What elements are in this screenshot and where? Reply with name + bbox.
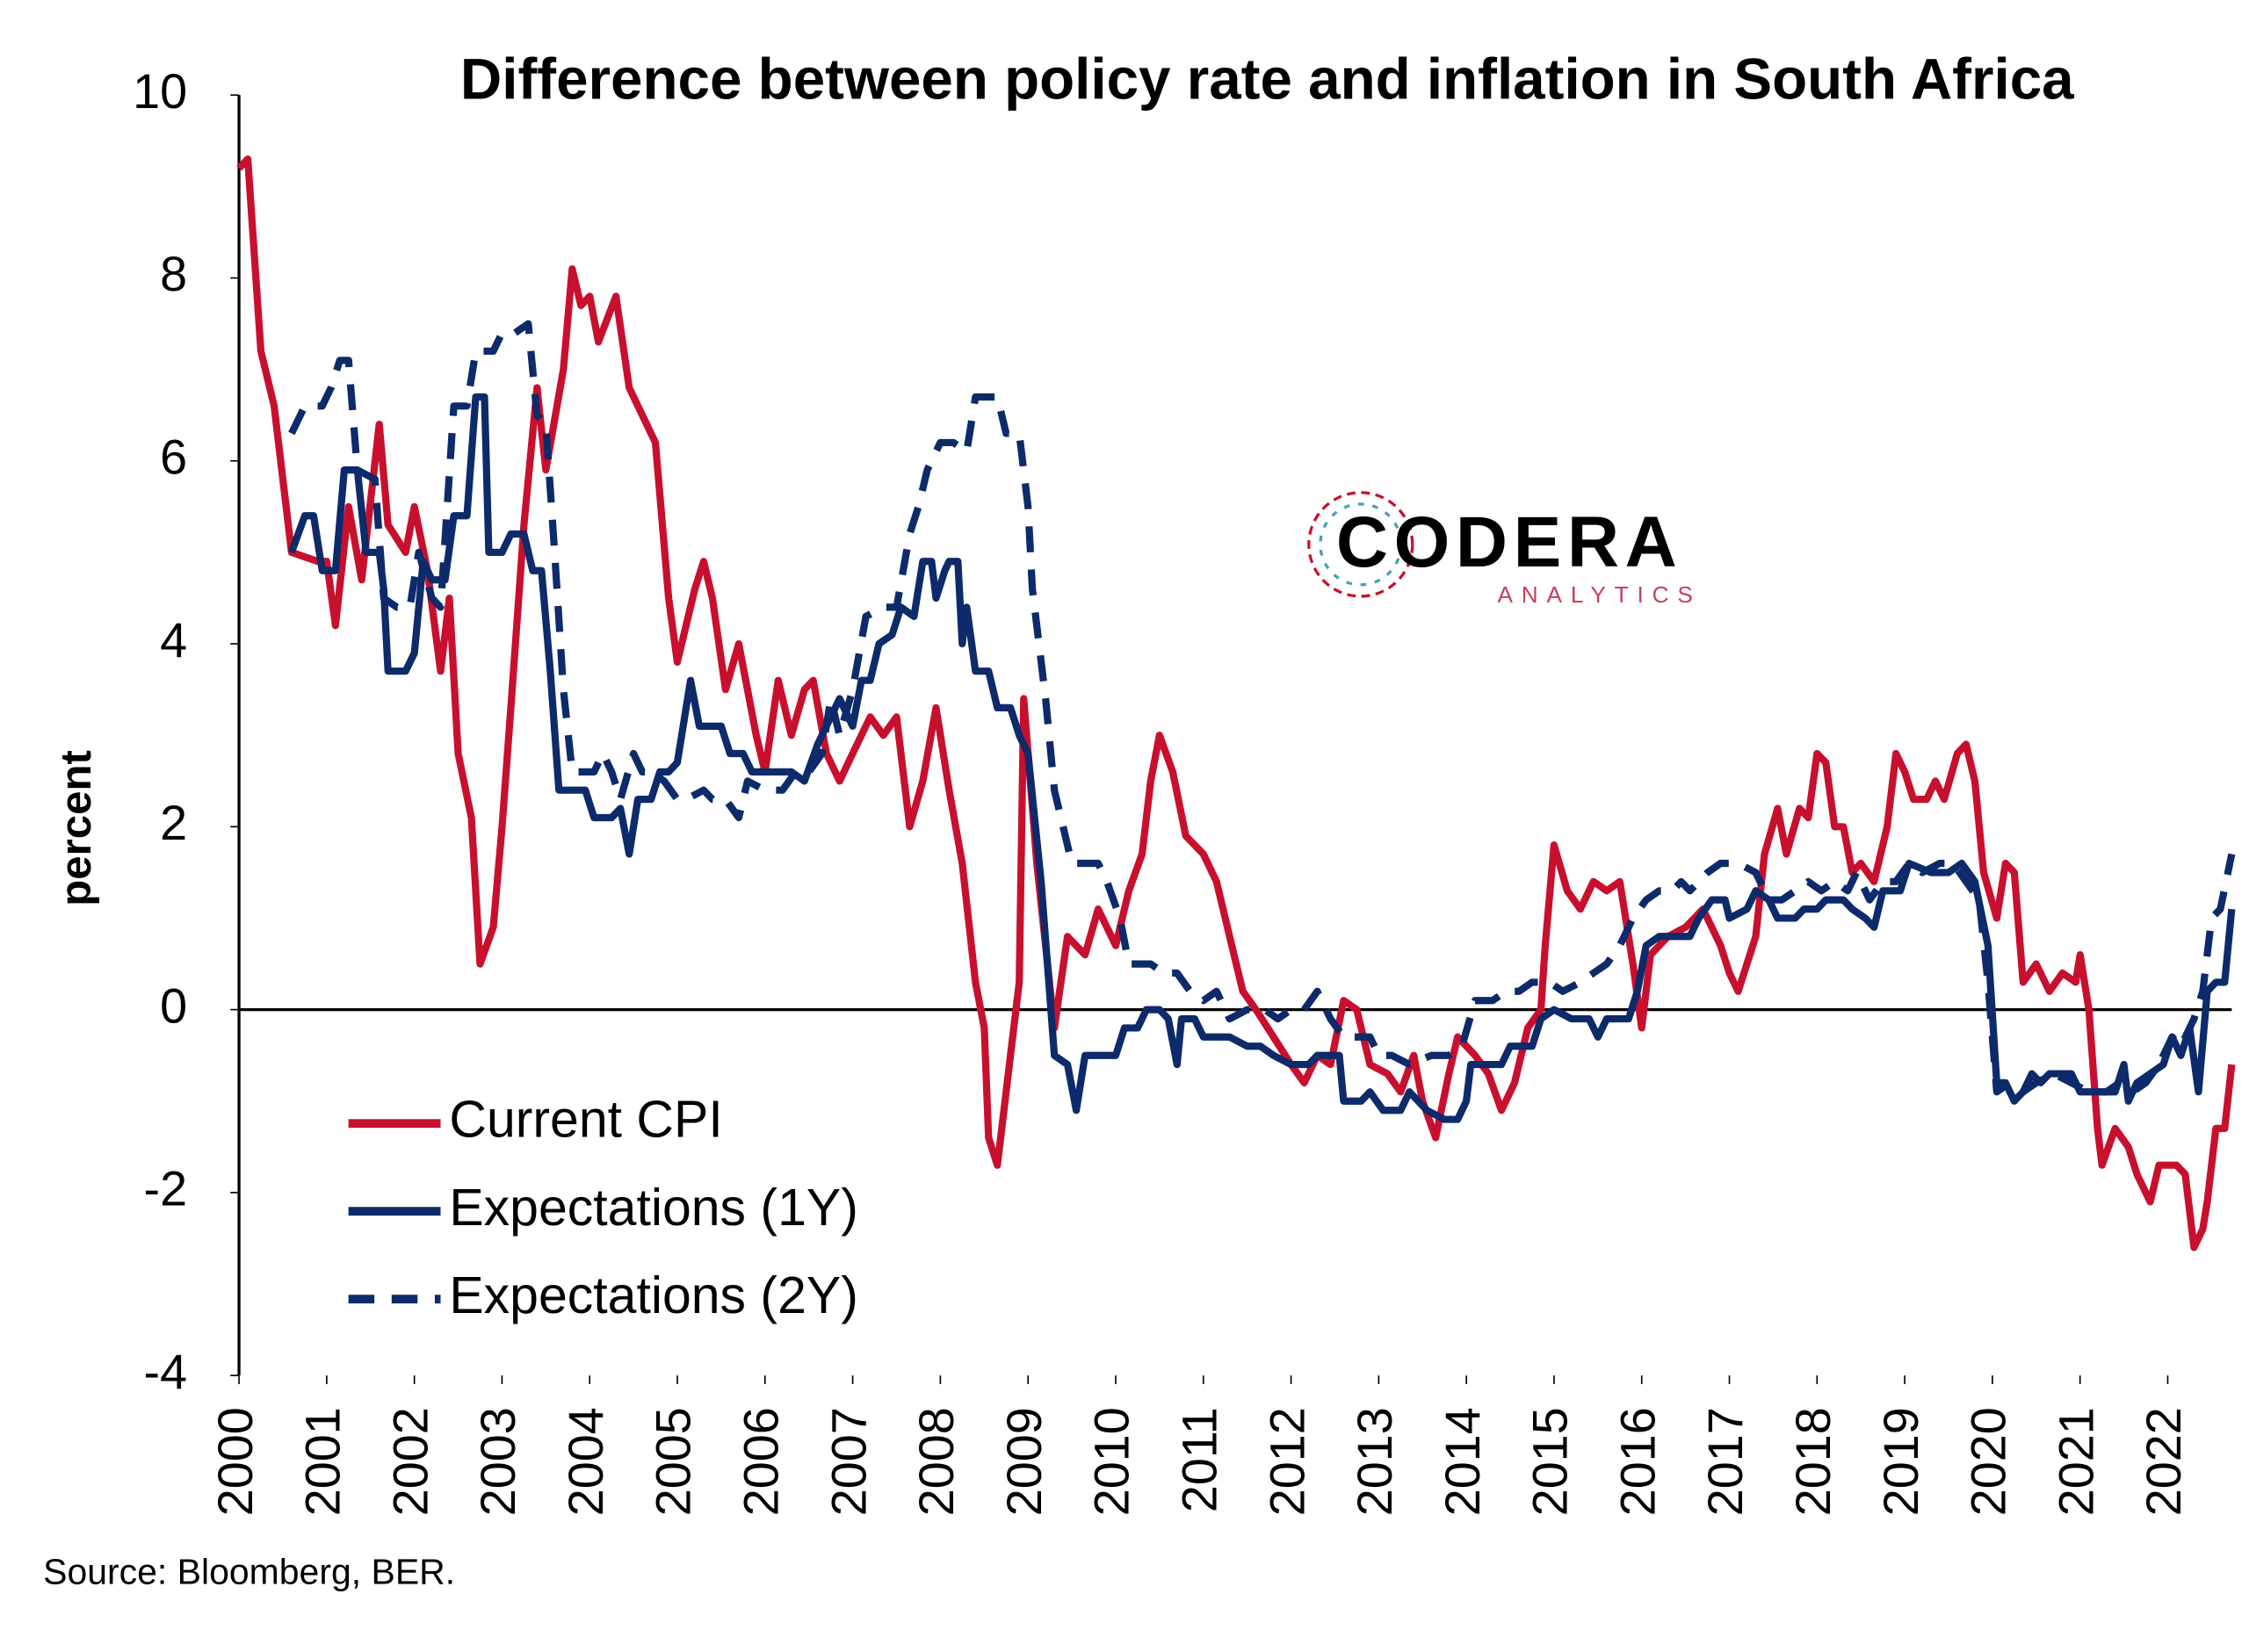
x-tick-label: 2006 xyxy=(734,1407,789,1516)
y-tick-label: 2 xyxy=(160,796,187,850)
x-tick-label: 2018 xyxy=(1786,1407,1840,1516)
x-tick-label: 2017 xyxy=(1698,1407,1753,1516)
source: Source: Bloomberg, BER. xyxy=(43,1551,455,1591)
logo: CODERA ANALYTICS xyxy=(1307,491,1701,608)
y-tick-label: 4 xyxy=(160,613,187,667)
series-line xyxy=(236,155,2236,1252)
legend-label: Expectations (1Y) xyxy=(449,1179,858,1237)
y-tick-label: 6 xyxy=(160,429,187,484)
logo-tagline: ANALYTICS xyxy=(1497,581,1701,608)
x-tick-label: 2019 xyxy=(1874,1407,1928,1516)
x-tick-label: 2002 xyxy=(383,1407,438,1516)
x-tick-label: 2000 xyxy=(208,1407,263,1516)
legend-label: Expectations (2Y) xyxy=(449,1266,858,1324)
x-tick-label: 2020 xyxy=(1962,1407,2016,1516)
chart-title: Difference between policy rate and infla… xyxy=(460,47,2074,111)
y-tick-label: 8 xyxy=(160,247,187,301)
x-tick-label: 2011 xyxy=(1173,1407,1227,1512)
legend-label: Current CPI xyxy=(449,1091,722,1149)
y-tick-label: 10 xyxy=(133,64,187,119)
x-tick-label: 2010 xyxy=(1085,1407,1139,1516)
x-tick-label: 2007 xyxy=(821,1407,876,1516)
y-tick-label: -4 xyxy=(144,1345,188,1399)
y-tick-label: -2 xyxy=(144,1162,188,1216)
logo-ring xyxy=(1319,502,1403,587)
x-tick-label: 2012 xyxy=(1260,1407,1314,1516)
x-tick-label: 2001 xyxy=(296,1407,351,1516)
x-tick-label: 2003 xyxy=(471,1407,525,1516)
series-line xyxy=(288,320,2236,1096)
logo-name: CODERA xyxy=(1336,502,1682,582)
y-axis-label: percent xyxy=(52,750,100,906)
y-tick-label: 0 xyxy=(160,978,187,1033)
x-tick-label: 2013 xyxy=(1348,1407,1402,1516)
x-tick-label: 2005 xyxy=(647,1407,701,1516)
logo-ring xyxy=(1307,491,1414,598)
x-tick-label: 2015 xyxy=(1523,1407,1578,1516)
x-tick-label: 2008 xyxy=(909,1407,964,1516)
series-line xyxy=(288,393,2236,1123)
x-tick-label: 2009 xyxy=(997,1407,1052,1516)
x-tick-label: 2022 xyxy=(2137,1407,2191,1516)
x-tick-label: 2014 xyxy=(1435,1407,1490,1516)
x-tick-label: 2021 xyxy=(2049,1407,2103,1516)
x-tick-label: 2016 xyxy=(1610,1407,1665,1516)
x-tick-label: 2004 xyxy=(559,1407,613,1516)
